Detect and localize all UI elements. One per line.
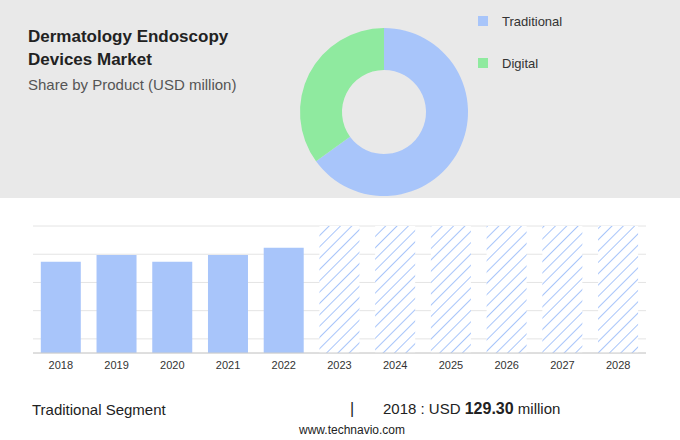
svg-text:2020: 2020	[160, 359, 184, 371]
svg-text:2018: 2018	[49, 359, 73, 371]
html-text:Digital: Digital	[502, 55, 539, 71]
html-text:Traditional: Traditional	[502, 13, 563, 29]
svg-text:2028: 2028	[606, 359, 630, 371]
svg-text:2019: 2019	[104, 359, 128, 371]
html-text:2018 : USD 129.30 million: 2018 : USD 129.30 million	[383, 400, 561, 417]
html-text:www.technavio.com: www.technavio.com	[299, 423, 405, 437]
svg-text:2026: 2026	[494, 359, 518, 371]
html-text:Traditional Segment: Traditional Segment	[32, 401, 166, 418]
svg-text:2022: 2022	[272, 359, 296, 371]
html-text:Share by Product (USD million): Share by Product (USD million)	[28, 76, 237, 93]
svg-text:2024: 2024	[383, 359, 407, 371]
svg-text:2023: 2023	[327, 359, 351, 371]
svg-text:2025: 2025	[439, 359, 463, 371]
svg-text:2027: 2027	[550, 359, 574, 371]
html-text:Dermatology Endoscopy Devices: Dermatology Endoscopy Devices Market	[28, 27, 229, 69]
svg-text:2021: 2021	[216, 359, 240, 371]
